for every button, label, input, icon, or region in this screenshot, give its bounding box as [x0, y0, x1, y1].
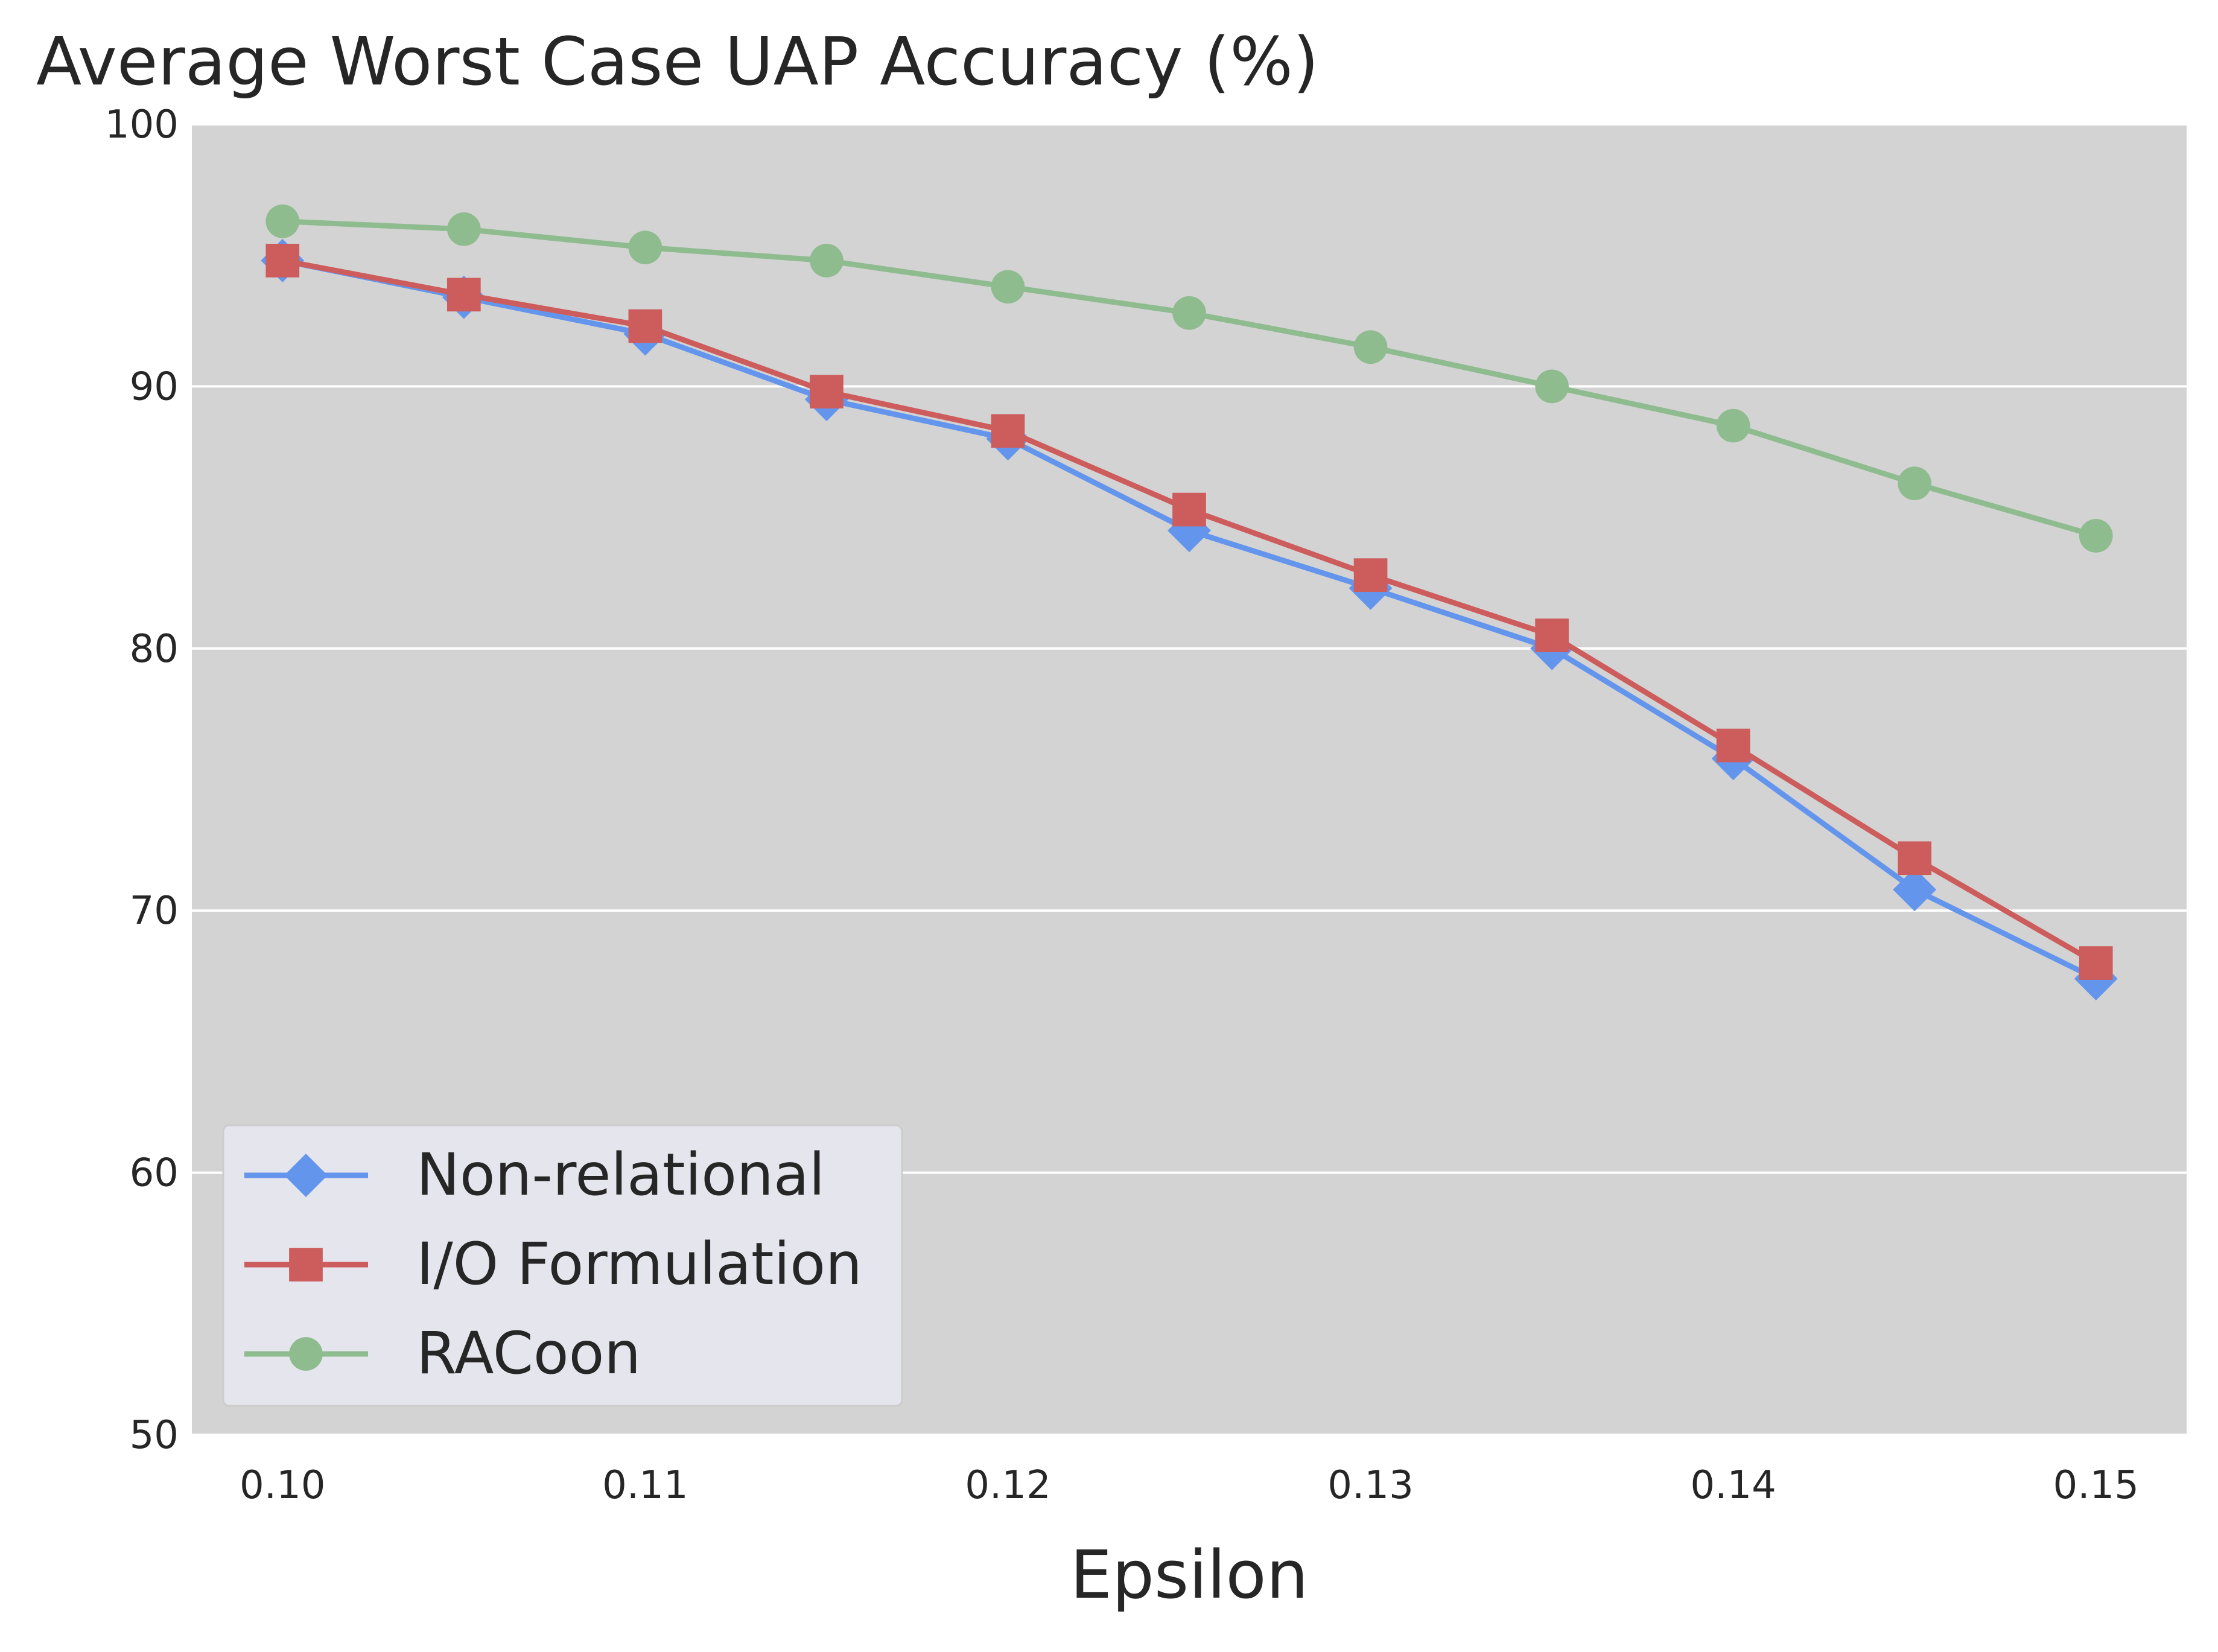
data-point	[1535, 618, 1569, 652]
data-point	[446, 212, 481, 246]
data-point	[1716, 408, 1750, 443]
x-tick-label: 0.13	[1327, 1463, 1414, 1508]
data-point	[810, 244, 844, 278]
series-layer	[261, 204, 2118, 1001]
data-point	[1172, 296, 1206, 330]
chart-title: Average Worst Case UAP Accuracy (%)	[36, 23, 1319, 100]
data-point	[1353, 558, 1388, 592]
data-point	[1172, 492, 1206, 527]
data-point	[1898, 466, 1932, 500]
x-axis-label: Epsilon	[1070, 1536, 1309, 1613]
y-tick-label: 100	[105, 103, 179, 147]
y-axis-ticks: 50 60 70 80 90 100	[105, 103, 179, 1458]
data-point	[1353, 330, 1388, 364]
data-point	[446, 278, 481, 312]
x-axis-ticks: 0.10 0.11 0.12 0.13 0.14 0.15	[240, 1463, 2139, 1508]
data-point	[265, 244, 300, 278]
data-point	[1898, 841, 1932, 875]
legend-label: I/O Formulation	[416, 1230, 862, 1298]
y-tick-label: 90	[130, 364, 179, 409]
legend-label: RACoon	[416, 1320, 641, 1387]
legend-marker	[284, 1154, 328, 1197]
data-point	[1716, 728, 1750, 763]
data-point	[628, 309, 663, 343]
x-tick-label: 0.15	[2053, 1463, 2139, 1508]
x-tick-label: 0.10	[240, 1463, 326, 1508]
legend: Non-relational I/O Formulation RACoon	[222, 1124, 903, 1407]
data-point	[1893, 868, 1937, 912]
y-tick-label: 60	[130, 1151, 179, 1196]
data-point	[2079, 519, 2113, 553]
legend-box	[222, 1124, 903, 1407]
data-point	[810, 375, 844, 408]
data-point	[2079, 946, 2113, 980]
data-point	[991, 270, 1025, 304]
data-point	[1535, 369, 1569, 404]
data-point	[1168, 509, 1211, 553]
y-tick-label: 80	[130, 627, 179, 672]
y-tick-label: 50	[130, 1413, 179, 1458]
x-tick-label: 0.11	[602, 1463, 688, 1508]
legend-marker	[289, 1337, 323, 1371]
legend-marker	[289, 1248, 323, 1282]
data-point	[991, 414, 1025, 448]
data-point	[628, 230, 663, 265]
x-tick-label: 0.12	[965, 1463, 1051, 1508]
legend-label: Non-relational	[416, 1141, 825, 1209]
x-tick-label: 0.14	[1690, 1463, 1776, 1508]
y-tick-label: 70	[130, 889, 179, 933]
data-point	[265, 204, 300, 238]
